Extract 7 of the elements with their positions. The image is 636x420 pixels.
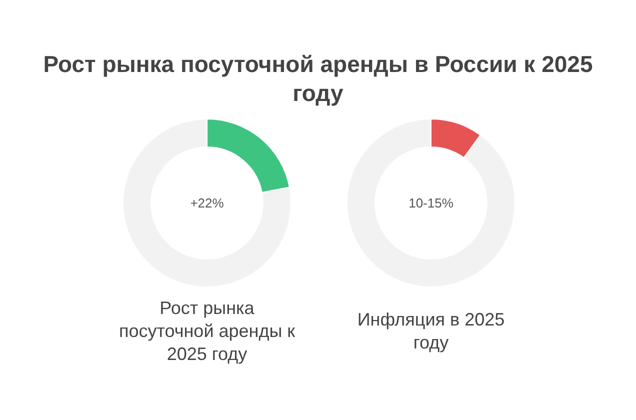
donut-slice xyxy=(122,118,292,288)
text: +22% xyxy=(190,196,224,211)
text: Рост рынка посуточной аренды к 2025 году xyxy=(118,298,296,364)
donut-slice xyxy=(346,118,516,288)
chart-title: Рост рынка посуточной аренды в России к 2025 году xyxy=(43,51,593,106)
text: 10-15% xyxy=(408,196,454,211)
text: Инфляция в 2025 году xyxy=(357,310,505,352)
